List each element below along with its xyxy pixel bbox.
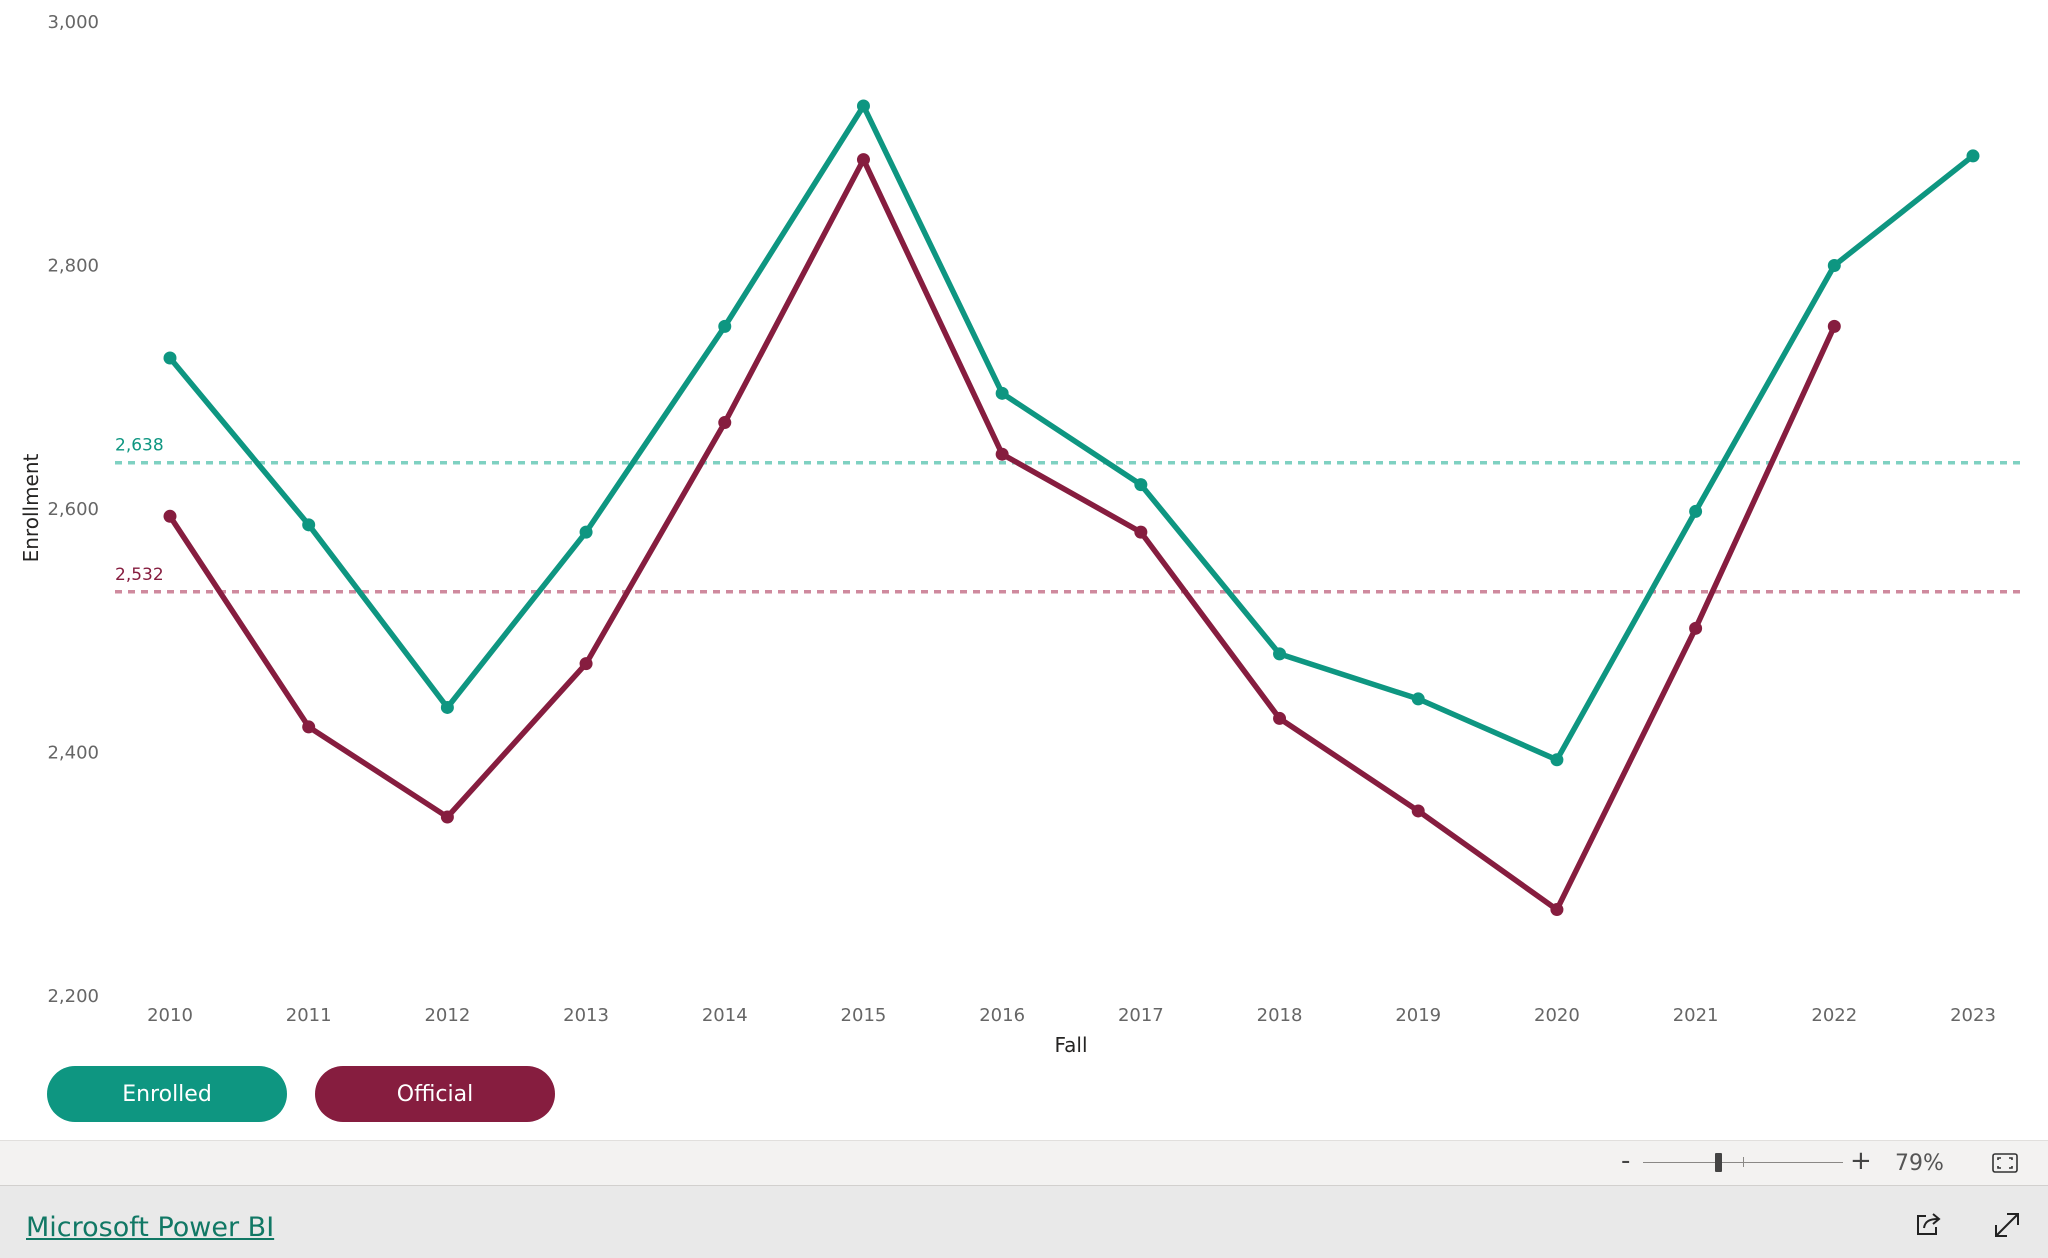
zoom-in-button[interactable]: + — [1850, 1146, 1872, 1176]
reference-lines: 2,638 2,532 — [115, 436, 2021, 594]
data-point-enrolled — [1411, 692, 1425, 706]
x-axis: 2010 2011 2012 2013 2014 2015 2016 2017 2018 2019… — [147, 1005, 1996, 1026]
data-point-official — [1550, 903, 1564, 917]
x-tick-label: 2021 — [1673, 1005, 1719, 1026]
zoom-slider-midpoint — [1743, 1157, 1744, 1167]
data-point-official — [856, 153, 870, 167]
y-tick-label: 2,200 — [47, 986, 99, 1007]
x-tick-label: 2019 — [1395, 1005, 1441, 1026]
data-point-enrolled — [1134, 478, 1148, 492]
data-point-official — [1827, 319, 1841, 333]
data-point-enrolled — [995, 386, 1009, 400]
line-chart: 2,638 2,532 2,200 2,400 2,600 2,800 3,000 201… — [19, 12, 2021, 1057]
data-point-official — [1273, 711, 1287, 725]
data-point-official — [579, 657, 593, 671]
series-line-official — [167, 156, 1838, 913]
zoom-bar: - + 79% — [0, 1140, 2048, 1185]
reference-label-enrolled: 2,638 — [115, 436, 164, 456]
footer: Microsoft Power BI — [0, 1185, 2048, 1258]
data-point-official — [1134, 525, 1148, 539]
reference-label-official: 2,532 — [115, 565, 164, 585]
data-point-official — [718, 416, 732, 430]
fit-page-icon[interactable] — [1991, 1151, 2019, 1175]
series-layer — [163, 99, 1980, 917]
data-point-enrolled — [579, 525, 593, 539]
zoom-slider-thumb[interactable] — [1715, 1153, 1722, 1172]
enrolled-legend-button[interactable]: Enrolled — [47, 1066, 287, 1122]
data-point-enrolled — [302, 518, 316, 532]
y-axis: 2,200 2,400 2,600 2,800 3,000 — [47, 12, 99, 1007]
fullscreen-icon[interactable] — [1993, 1211, 2021, 1239]
data-point-enrolled — [718, 319, 732, 333]
data-point-enrolled — [1273, 647, 1287, 661]
data-point-enrolled — [1966, 149, 1980, 163]
report-canvas: 2,638 2,532 2,200 2,400 2,600 2,800 3,000 201… — [19, 12, 2021, 1122]
powerbi-link[interactable]: Microsoft Power BI — [26, 1212, 275, 1243]
y-tick-label: 3,000 — [47, 12, 99, 33]
y-tick-label: 2,400 — [47, 743, 99, 764]
data-point-enrolled — [1827, 259, 1841, 272]
data-point-enrolled — [440, 700, 454, 714]
data-point-enrolled — [1689, 504, 1703, 518]
x-tick-label: 2017 — [1118, 1005, 1164, 1026]
x-tick-label: 2012 — [424, 1005, 470, 1026]
data-point-official — [440, 810, 454, 824]
x-tick-label: 2011 — [286, 1005, 332, 1026]
x-tick-label: 2013 — [563, 1005, 609, 1026]
x-tick-label: 2010 — [147, 1005, 193, 1026]
data-point-official — [302, 720, 316, 734]
share-icon[interactable] — [1914, 1211, 1944, 1237]
x-tick-label: 2022 — [1811, 1005, 1857, 1026]
data-point-enrolled — [163, 351, 177, 365]
data-point-official — [1411, 804, 1425, 818]
x-tick-label: 2018 — [1257, 1005, 1303, 1026]
x-axis-title: Fall — [1054, 1033, 1087, 1057]
x-tick-label: 2016 — [979, 1005, 1025, 1026]
y-tick-label: 2,800 — [47, 256, 99, 277]
y-tick-label: 2,600 — [47, 499, 99, 520]
zoom-level: 79% — [1895, 1151, 1944, 1176]
y-axis-title: Enrollment — [19, 453, 43, 562]
x-tick-label: 2014 — [702, 1005, 748, 1026]
data-point-enrolled — [1550, 753, 1564, 767]
series-line-enrolled — [167, 103, 1976, 763]
data-point-official — [995, 447, 1009, 461]
data-point-official — [1689, 621, 1703, 635]
data-point-official — [163, 509, 177, 523]
x-tick-label: 2015 — [841, 1005, 887, 1026]
data-point-enrolled — [856, 99, 870, 113]
official-legend-button[interactable]: Official — [315, 1066, 555, 1122]
x-tick-label: 2023 — [1950, 1005, 1996, 1026]
x-tick-label: 2020 — [1534, 1005, 1580, 1026]
zoom-out-button[interactable]: - — [1621, 1146, 1631, 1176]
